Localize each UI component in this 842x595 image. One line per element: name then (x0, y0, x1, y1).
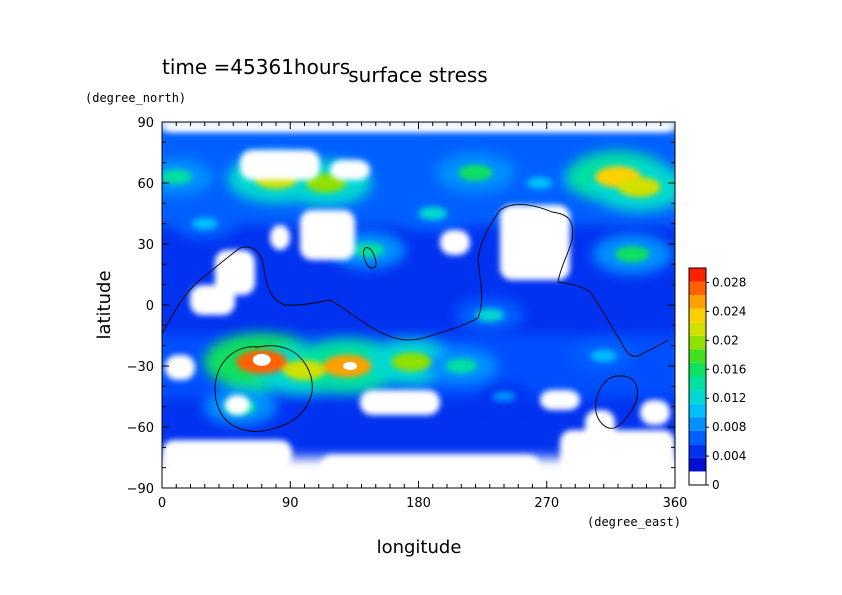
zero-region (240, 150, 320, 180)
y-tick-label: 0 (146, 299, 154, 314)
zero-region (225, 395, 250, 415)
chart-title: surface stress (348, 63, 487, 87)
x-tick-label: 0 (158, 496, 166, 511)
colorbar-segment (689, 362, 706, 377)
colorbar-segment (689, 390, 706, 404)
zero-region (540, 390, 580, 410)
zero-region (165, 355, 195, 380)
field-peak (252, 353, 271, 366)
zero-region (215, 250, 255, 295)
field-hotspot-core (615, 246, 650, 263)
field-hotspot-core (526, 176, 553, 190)
coastline-south-america (595, 375, 639, 429)
x-axis-title: longitude (377, 537, 462, 558)
stress-field (162, 122, 675, 488)
field-hotspot-core (492, 391, 516, 402)
zero-region (360, 390, 440, 415)
field-hotspot-core (391, 352, 432, 372)
zero-region (330, 160, 370, 180)
zero-region (300, 210, 355, 260)
colorbar-segment (689, 471, 706, 485)
zero-region (270, 225, 290, 250)
y-tick-label: 30 (137, 238, 154, 253)
field-hotspot-core (283, 360, 326, 381)
field-hotspot-core (418, 206, 448, 221)
colorbar-segment (689, 430, 706, 445)
colorbar-segment (689, 457, 706, 472)
y-axis-title: latitude (94, 270, 115, 339)
colorbar-label: 0.008 (712, 420, 746, 434)
zero-region (640, 400, 670, 425)
field-peak (343, 362, 358, 370)
colorbar-segment (689, 295, 706, 309)
y-tick-label: −90 (127, 482, 154, 497)
colorbar-segment (689, 444, 706, 458)
coastline-africa (162, 203, 669, 357)
field-cores (162, 164, 661, 415)
colorbar-segment (689, 268, 706, 282)
time-label: time =45361hours (162, 55, 350, 79)
colorbar-segment (689, 403, 706, 418)
colorbar-frame (688, 267, 707, 486)
zero-region (585, 410, 615, 440)
zero-region (320, 455, 540, 485)
field-hotspot-core (162, 169, 193, 185)
x-tick-label: 270 (534, 496, 559, 511)
colorbar-segment (689, 281, 706, 296)
y-unit-label: (degree_north) (85, 91, 186, 105)
field-hotspot-core (445, 358, 478, 374)
zero-region (500, 205, 570, 280)
colorbar-segment (689, 349, 706, 363)
x-tick-label: 180 (406, 496, 431, 511)
coastlines (162, 203, 669, 432)
coastline-lake (363, 247, 377, 269)
axes: 0 90 180 270 360 −90 −60 −30 0 30 60 90 (127, 116, 688, 511)
x-tick-label: 90 (282, 496, 299, 511)
colorbar-label: 0 (712, 478, 720, 492)
colorbar: 0 0.004 0.008 0.012 0.016 0.02 0.024 0.028 (688, 267, 746, 492)
y-tick-label: −60 (127, 421, 154, 436)
zero-region (190, 285, 235, 315)
colorbar-segment (689, 322, 706, 336)
y-tick-label: 90 (137, 116, 154, 131)
y-tick-label: 60 (137, 177, 154, 192)
colorbar-label: 0.024 (712, 304, 746, 318)
field-hotspot-core (352, 242, 385, 258)
field-hotspot-core (617, 177, 661, 198)
colorbar-label: 0.028 (712, 275, 746, 289)
x-tick-label: 360 (663, 496, 688, 511)
field-hotspot-core (458, 164, 493, 181)
colorbar-segment (689, 308, 706, 323)
colorbar-label: 0.004 (712, 449, 746, 463)
zero-region (440, 230, 470, 255)
colorbar-segment (689, 335, 706, 350)
zero-region (162, 440, 292, 470)
x-unit-label: (degree_east) (587, 515, 681, 529)
zero-region (560, 430, 675, 488)
y-tick-label: −30 (127, 360, 154, 375)
field-hotspot-core (590, 349, 617, 362)
field-hotspot-core (191, 217, 218, 230)
colorbar-label: 0.012 (712, 391, 746, 405)
colorbar-label: 0.02 (712, 333, 739, 347)
colorbar-segment (689, 417, 706, 431)
colorbar-label: 0.016 (712, 362, 746, 376)
field-hotspot-core (475, 308, 505, 322)
coastline-australia (214, 345, 313, 432)
colorbar-segment (689, 376, 706, 391)
